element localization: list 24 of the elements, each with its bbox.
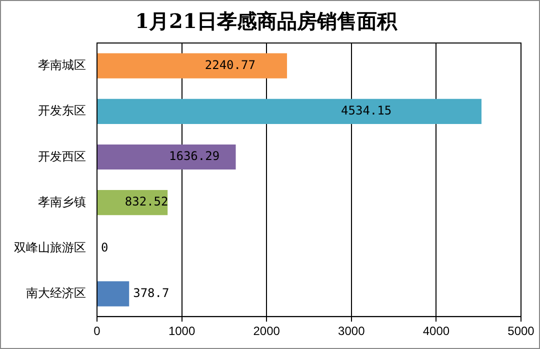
y-tick-label: 开发东区 xyxy=(38,104,86,118)
data-label: 378.7 xyxy=(133,286,170,300)
y-tick-label: 双峰山旅游区 xyxy=(14,240,86,255)
y-tick-label: 南大经济区 xyxy=(26,286,86,300)
bar xyxy=(98,144,236,170)
x-tick-label: 5000 xyxy=(508,324,535,338)
data-label: 832.52 xyxy=(124,194,168,209)
bar xyxy=(98,53,288,78)
chart-title: 1月21日孝感商品房销售面积 xyxy=(135,9,398,34)
data-label: 0 xyxy=(100,240,108,254)
data-label: 2240.77 xyxy=(204,58,256,72)
bar xyxy=(98,98,482,124)
x-tick-label: 2000 xyxy=(253,324,280,338)
bar xyxy=(98,281,130,306)
x-tick-label: 0 xyxy=(94,324,101,338)
data-label: 4534.15 xyxy=(341,104,392,118)
x-tick-label: 1000 xyxy=(168,324,196,338)
y-tick-label: 开发西区 xyxy=(38,149,86,164)
y-tick-label: 孝南城区 xyxy=(38,58,86,72)
bar xyxy=(98,190,168,216)
x-tick-label: 3000 xyxy=(338,324,366,338)
x-tick-label: 4000 xyxy=(422,324,450,338)
y-tick-label: 孝南乡镇 xyxy=(38,194,86,209)
data-label: 1636.29 xyxy=(168,149,220,164)
